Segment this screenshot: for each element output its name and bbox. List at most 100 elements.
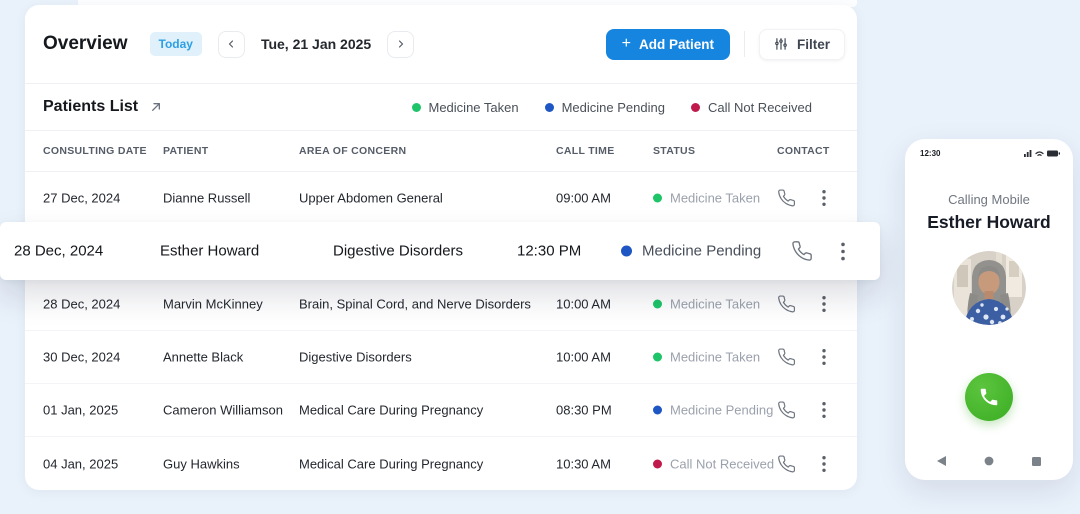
nav-recents-button[interactable] [1032,456,1041,466]
cell-patient: Cameron Williamson [163,402,283,418]
row-menu-button[interactable] [822,349,826,366]
phone-call-mockup: 12:30 Calling Mobile Esther Howard [905,139,1073,480]
call-patient-button[interactable] [777,189,796,208]
cell-patient: Dianne Russell [163,190,251,206]
cell-call-time: 10:00 AM [556,296,611,312]
phone-nav-bar [905,456,1073,466]
cell-patient: Guy Hawkins [163,456,240,471]
expand-arrow-icon[interactable] [148,99,164,115]
call-patient-button[interactable] [777,401,796,420]
chevron-right-icon [398,40,403,48]
row-menu-button[interactable] [822,402,826,419]
row-menu-button[interactable] [822,296,826,313]
column-header-call-time: CALL TIME [556,145,615,157]
cell-patient: Marvin McKinney [163,296,263,312]
battery-icon [1047,150,1060,157]
kebab-menu-icon [822,190,826,206]
table-row[interactable]: 28 Dec, 2024 Marvin McKinney Brain, Spin… [25,278,857,331]
red-dot-icon [690,102,700,112]
signal-icon [1024,150,1032,157]
cell-consulting-date: 27 Dec, 2024 [43,190,121,206]
chevron-left-icon [229,40,234,48]
cell-status: Medicine Taken [653,350,760,365]
phone-icon [792,241,812,261]
row-menu-button[interactable] [822,455,826,472]
phone-status-bar: 12:30 [905,139,1073,158]
kebab-menu-icon [822,296,826,312]
cell-call-time: 10:30 AM [556,456,611,471]
caller-avatar [952,251,1026,325]
cell-contact [777,348,826,367]
patients-list-title: Patients List [43,98,139,115]
answer-call-button[interactable] [965,373,1013,421]
column-header-area-of-concern: AREA OF CONCERN [299,145,407,157]
table-header-row: CONSULTING DATE PATIENT AREA OF CONCERN … [25,131,857,172]
cell-area-of-concern: Upper Abdomen General [299,190,443,206]
cell-call-time: 10:00 AM [556,349,611,365]
previous-day-button[interactable] [217,30,245,58]
status-dot-icon [653,352,662,362]
highlighted-patient-row[interactable]: 28 Dec, 2024 Esther Howard Digestive Dis… [0,222,880,280]
table-row[interactable]: 01 Jan, 2025 Cameron Williamson Medical … [25,384,857,437]
cell-contact [777,401,826,420]
column-header-patient: PATIENT [163,145,209,157]
table-row[interactable]: 04 Jan, 2025 Guy Hawkins Medical Care Du… [25,437,857,490]
phone-clock: 12:30 [920,148,941,158]
call-patient-button[interactable] [791,240,813,262]
call-patient-button[interactable] [777,348,796,367]
call-patient-button[interactable] [777,295,796,314]
cell-status: Medicine Taken [653,297,760,312]
add-patient-label: Add Patient [638,36,714,52]
phone-icon [778,401,796,419]
row-menu-button[interactable] [822,190,826,207]
table-row[interactable]: 27 Dec, 2024 Dianne Russell Upper Abdome… [25,172,857,225]
cell-contact [791,240,845,262]
cell-consulting-date: 01 Jan, 2025 [43,402,119,418]
cell-call-time: 12:30 PM [517,242,582,260]
cell-status: Medicine Pending [653,403,773,418]
home-circle-icon [984,456,994,466]
table-row[interactable]: 30 Dec, 2024 Annette Black Digestive Dis… [25,331,857,384]
call-patient-button[interactable] [777,454,796,473]
status-dot-icon [621,245,632,257]
status-bar-icons [1024,150,1060,157]
today-button[interactable]: Today [149,32,202,56]
status-dot-icon [653,193,662,203]
status-dot-icon [653,405,662,415]
nav-back-button[interactable] [937,456,946,466]
phone-call-icon [980,388,998,406]
status-dot-icon [653,459,662,468]
status-legend: Medicine Taken Medicine Pending Call Not… [411,100,812,115]
cell-consulting-date: 30 Dec, 2024 [43,349,121,365]
legend-medicine-pending: Medicine Pending [544,100,665,115]
cell-contact [777,295,826,314]
next-day-button[interactable] [387,30,415,58]
cell-status: Medicine Taken [653,191,760,206]
wifi-icon [1035,151,1044,156]
recents-square-icon [1032,456,1041,466]
patients-table-body: 27 Dec, 2024 Dianne Russell Upper Abdome… [25,172,857,490]
kebab-menu-icon [822,349,826,365]
cell-call-time: 09:00 AM [556,190,611,206]
cell-area-of-concern: Medical Care During Pregnancy [299,402,484,418]
kebab-menu-icon [841,242,845,260]
overview-header: Overview Today Tue, 21 Jan 2025 + Add Pa… [25,5,857,84]
row-menu-button[interactable] [841,242,845,261]
nav-home-button[interactable] [984,456,994,466]
legend-call-not-received: Call Not Received [690,100,812,115]
current-date: Tue, 21 Jan 2025 [260,36,372,52]
cell-status: Call Not Received [653,456,774,471]
patients-list-header: Patients List Medicine Taken Medicine Pe… [25,84,857,131]
back-triangle-icon [937,456,946,466]
green-dot-icon [411,102,421,112]
add-patient-button[interactable]: + Add Patient [605,28,730,60]
sliders-icon [775,38,787,50]
header-divider [743,31,745,57]
background-card-edge [78,0,857,7]
filter-label: Filter [796,36,830,52]
filter-button[interactable]: Filter [758,28,845,60]
column-header-contact: CONTACT [777,145,830,157]
cell-call-time: 08:30 PM [556,402,612,418]
cell-patient: Annette Black [163,349,244,365]
